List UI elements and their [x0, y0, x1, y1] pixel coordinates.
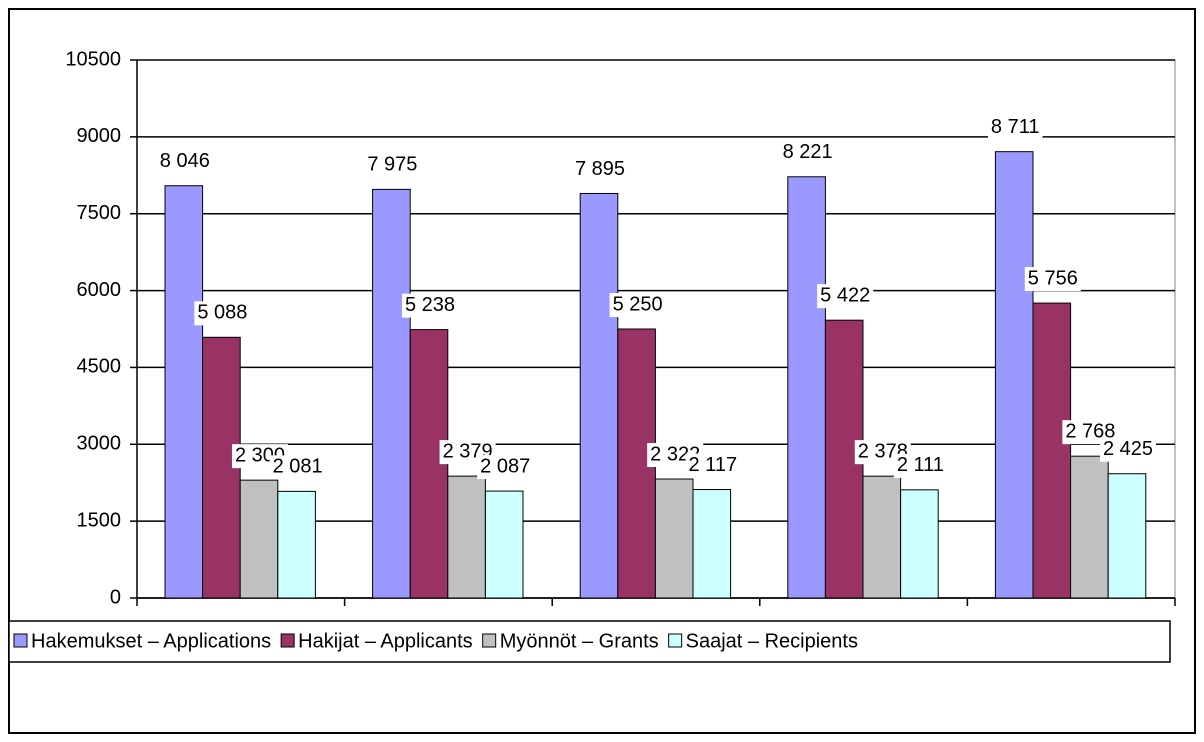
value-label: 5 250	[613, 293, 663, 315]
value-label-bg	[817, 284, 874, 309]
legend-frame	[8, 620, 1171, 663]
bar	[277, 490, 316, 599]
value-label-bg	[269, 455, 326, 480]
value-label-bg	[685, 453, 741, 478]
bar	[447, 475, 486, 599]
value-label: 2 087	[480, 455, 530, 477]
value-label-bg	[1099, 437, 1157, 462]
value-label-bg	[893, 453, 947, 478]
legend-swatch	[13, 633, 28, 648]
legend-label: Hakemukset – Applications	[31, 630, 271, 652]
value-label-bg	[194, 301, 251, 326]
bar	[862, 475, 902, 599]
value-label: 7 975	[367, 154, 417, 176]
y-tick-label: 3000	[77, 433, 122, 455]
value-label: 5 422	[820, 284, 870, 306]
value-label: 7 895	[575, 158, 625, 180]
bar	[1032, 302, 1072, 599]
bar	[484, 490, 524, 599]
bar	[654, 478, 694, 599]
y-tick-label: 10500	[65, 48, 121, 70]
value-label-bg	[401, 293, 459, 318]
value-label-bg	[477, 455, 534, 480]
value-label: 2 117	[689, 454, 738, 476]
value-label: 5 088	[197, 302, 247, 324]
legend-swatch	[668, 633, 683, 648]
y-tick-label: 9000	[77, 125, 122, 147]
bar	[617, 328, 656, 599]
value-label-bg	[1024, 267, 1081, 292]
bar	[1107, 473, 1147, 599]
bar	[1070, 455, 1109, 599]
y-tick-label: 1500	[77, 509, 122, 531]
bar	[994, 151, 1034, 599]
y-tick-label: 0	[110, 586, 121, 608]
legend-label: Saajat – Recipients	[686, 630, 858, 652]
legend-swatch	[482, 633, 497, 648]
value-label: 2 425	[1103, 438, 1153, 460]
value-label: 2 081	[273, 456, 323, 478]
bar	[164, 185, 204, 599]
value-label: 8 046	[160, 150, 210, 172]
value-label-bg	[156, 149, 213, 174]
value-label-bg	[571, 157, 629, 182]
legend-swatch	[280, 633, 295, 648]
value-label-bg	[987, 115, 1043, 140]
y-tick-label: 7500	[77, 202, 122, 224]
value-label-bg	[779, 140, 836, 165]
y-tick-label: 4500	[77, 356, 122, 378]
bar	[692, 489, 732, 599]
value-label: 5 756	[1028, 267, 1078, 289]
y-tick-label: 6000	[77, 279, 122, 301]
value-label-bg	[609, 293, 666, 317]
value-label: 2 111	[897, 454, 944, 476]
bar	[372, 188, 411, 599]
bar	[239, 479, 279, 599]
bar	[579, 192, 619, 599]
value-label: 2 768	[1065, 420, 1115, 442]
bar	[900, 489, 939, 599]
value-label: 8 221	[783, 141, 833, 163]
legend-label: Myönnöt – Grants	[500, 630, 659, 652]
value-label: 5 238	[405, 294, 455, 316]
value-label: 8 711	[991, 116, 1040, 138]
bar	[787, 176, 826, 599]
value-label-bg	[364, 153, 421, 178]
legend-label: Hakijat – Applicants	[298, 630, 473, 652]
